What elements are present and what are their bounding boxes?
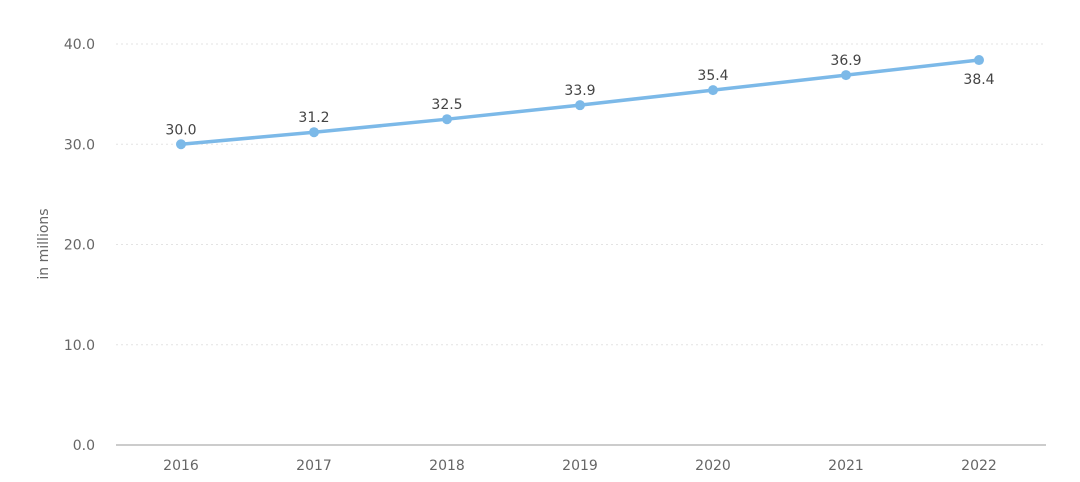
x-tick-label: 2017	[296, 458, 332, 474]
x-tick-label: 2021	[828, 458, 864, 474]
y-tick-label: 40.0	[64, 37, 95, 53]
data-point[interactable]	[974, 55, 984, 66]
data-point[interactable]	[442, 114, 452, 125]
data-point[interactable]	[841, 70, 851, 81]
data-point[interactable]	[575, 100, 585, 111]
data-label: 35.4	[697, 68, 728, 84]
data-label: 33.9	[564, 83, 595, 99]
y-tick-label: 10.0	[64, 338, 95, 354]
x-tick-label: 2018	[429, 458, 465, 474]
x-axis-ticks: 2016 2017 2018 2019 2020 2021 2022	[163, 458, 997, 474]
y-tick-label: 30.0	[64, 137, 95, 153]
data-label: 31.2	[298, 110, 329, 126]
data-labels: 30.0 31.2 32.5 33.9 35.4 36.9 38.4	[165, 53, 994, 138]
data-point[interactable]	[708, 85, 718, 96]
series-layer	[176, 55, 984, 150]
x-tick-label: 2016	[163, 458, 199, 474]
y-axis-ticks: 0.0 10.0 20.0 30.0 40.0	[64, 37, 95, 454]
data-label: 36.9	[830, 53, 861, 69]
data-label: 32.5	[431, 97, 462, 113]
y-axis-title: in millions	[36, 208, 52, 279]
y-tick-label: 0.0	[73, 438, 95, 454]
data-point[interactable]	[309, 127, 319, 138]
data-label: 38.4	[963, 72, 994, 88]
x-tick-label: 2020	[695, 458, 731, 474]
gridlines	[116, 43, 1046, 346]
data-label: 30.0	[165, 122, 196, 138]
y-tick-label: 20.0	[64, 238, 95, 254]
x-tick-label: 2019	[562, 458, 598, 474]
data-point[interactable]	[176, 139, 186, 150]
x-tick-label: 2022	[961, 458, 997, 474]
